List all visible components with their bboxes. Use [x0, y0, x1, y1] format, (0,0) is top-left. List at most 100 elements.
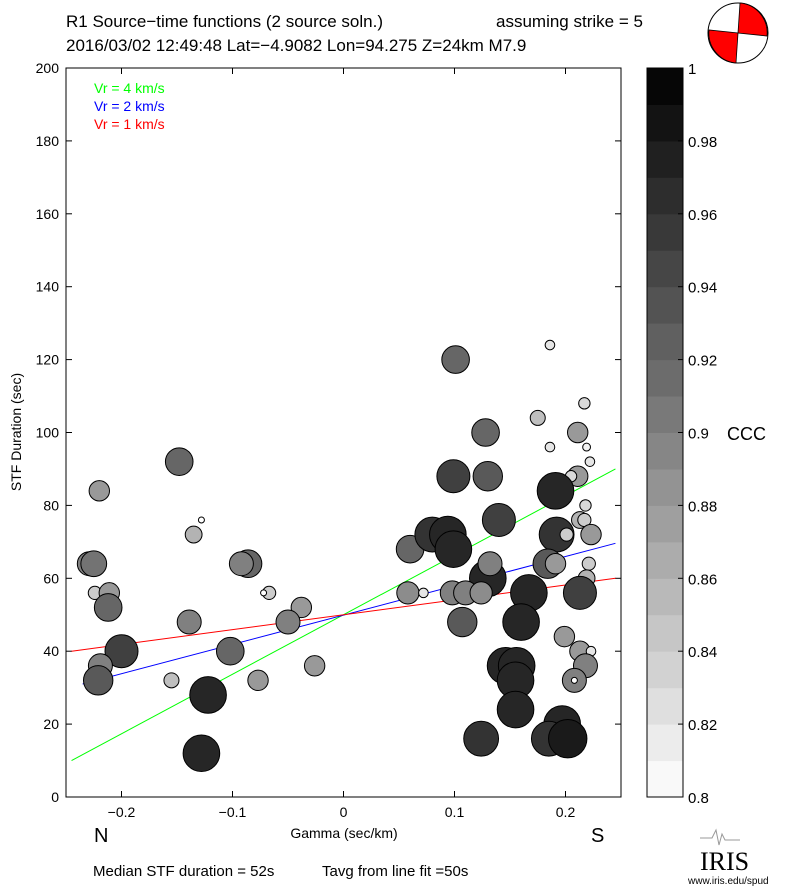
plot-frame [65, 67, 622, 798]
data-point [579, 499, 592, 512]
x-tick-label: 0.2 [556, 804, 576, 820]
data-point [80, 550, 108, 578]
iris-url: www.iris.edu/spud [687, 876, 769, 887]
data-point [559, 527, 574, 542]
iris-logo: IRIS www.iris.edu/spud [687, 828, 769, 887]
data-point [104, 634, 139, 669]
colorbar-band [647, 724, 683, 762]
colorbar-band [647, 505, 683, 543]
data-point [247, 669, 269, 692]
data-point [469, 581, 493, 605]
y-tick-label: 80 [43, 497, 59, 513]
y-tick-label: 120 [36, 352, 60, 368]
y-tick-label: 100 [36, 425, 60, 441]
colorbar-band [647, 760, 683, 798]
data-point [578, 397, 591, 410]
colorbar-label: CCC [727, 424, 766, 444]
tavg-text: Tavg from line fit =50s [322, 863, 468, 880]
plot-area: −0.2 −0.1 0 0.1 0.2 0 20 40 60 80 100 120 140 160 180 2… [36, 60, 622, 820]
colorbar-tick-label: 0.88 [688, 498, 717, 515]
colorbar-band [647, 140, 683, 178]
colorbar-tick-label: 0.84 [688, 644, 717, 661]
legend-entry: Vr = 2 km/s [94, 98, 165, 114]
data-point [215, 636, 245, 666]
colorbar-tick-label: 0.92 [688, 353, 717, 370]
data-point [93, 593, 123, 622]
colorbar: 0.8 0.82 0.84 0.86 0.88 0.9 0.92 0.94 0.96 0.98 1 [646, 61, 717, 807]
y-tick-label: 20 [43, 716, 59, 732]
y-tick-label: 160 [36, 206, 60, 222]
colorbar-band [647, 286, 683, 324]
data-point [580, 523, 602, 546]
iris-logo-text: IRIS [700, 847, 749, 876]
x-tick-label: 0 [340, 804, 348, 820]
data-point [536, 472, 575, 510]
data-point [472, 461, 503, 492]
data-point [529, 409, 546, 426]
y-tick-label: 180 [36, 133, 60, 149]
y-tick-label: 60 [43, 570, 59, 586]
colorbar-tick-label: 0.96 [688, 207, 717, 224]
data-point [553, 625, 576, 648]
data-point [544, 339, 556, 351]
colorbar-tick-label: 0.94 [688, 280, 717, 297]
colorbar-tick-label: 0.8 [688, 790, 709, 807]
colorbar-band [647, 432, 683, 470]
data-point [471, 418, 500, 447]
colorbar-tick-label: 1 [688, 61, 696, 78]
colorbar-band [647, 541, 683, 579]
data-point [82, 665, 114, 696]
x-tick-label: −0.1 [219, 804, 247, 820]
legend-entry: Vr = 4 km/s [94, 80, 165, 96]
y-axis-label: STF Duration (sec) [8, 373, 24, 491]
data-point [544, 553, 567, 575]
colorbar-band [647, 104, 683, 142]
colorbar-band [647, 359, 683, 397]
data-point [275, 609, 301, 635]
y-tick-label: 200 [36, 60, 60, 76]
strike-note: assuming strike = 5 [496, 12, 643, 31]
colorbar-band [647, 468, 683, 506]
data-point [189, 676, 227, 714]
legend-entry: Vr = 1 km/s [94, 116, 165, 132]
y-tick-label: 0 [51, 789, 59, 805]
colorbar-tick-label: 0.82 [688, 717, 717, 734]
data-point [290, 596, 313, 619]
data-point [396, 581, 420, 605]
north-label: N [94, 825, 108, 847]
x-axis-label: Gamma (sec/km) [290, 825, 397, 841]
data-point [184, 525, 203, 544]
x-tick-label: 0.1 [445, 804, 465, 820]
event-info: 2016/03/02 12:49:48 Lat=−4.9082 Lon=94.2… [66, 36, 526, 55]
colorbar-tick-label: 0.98 [688, 134, 717, 151]
data-point [581, 556, 596, 571]
south-label: S [591, 825, 604, 847]
colorbar-band [647, 578, 683, 616]
data-point [463, 720, 500, 757]
colorbar-band [647, 323, 683, 361]
beachball-icon [707, 2, 769, 64]
median-stf-text: Median STF duration = 52s [93, 863, 274, 880]
data-point [496, 690, 535, 729]
colorbar-band [647, 177, 683, 215]
data-point [582, 442, 591, 452]
data-point [88, 480, 111, 502]
colorbar-band [647, 250, 683, 288]
data-point [441, 345, 470, 374]
data-point [197, 516, 205, 524]
colorbar-band [647, 651, 683, 689]
colorbar-tick-label: 0.86 [688, 571, 717, 588]
data-point [584, 456, 596, 467]
data-point [163, 672, 180, 689]
colorbar-band [647, 213, 683, 251]
colorbar-band [647, 687, 683, 725]
data-point [260, 589, 268, 597]
y-tick-label: 40 [43, 643, 59, 659]
data-point [567, 421, 589, 444]
data-point [436, 459, 471, 494]
colorbar-tick-label: 0.9 [688, 426, 709, 443]
data-point [434, 530, 473, 568]
data-point [570, 676, 578, 684]
data-point [477, 551, 503, 577]
